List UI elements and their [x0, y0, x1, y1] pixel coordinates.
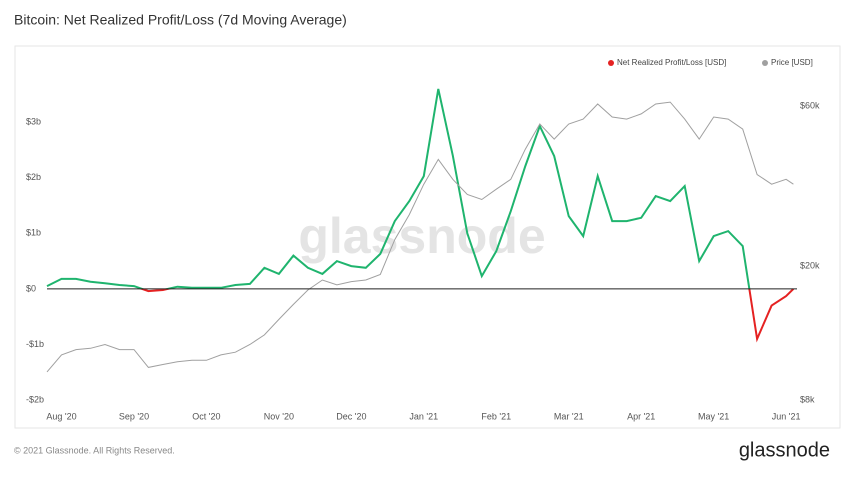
footer: © 2021 Glassnode. All Rights Reserved.: [14, 445, 175, 455]
x-tick-label: Mar '21: [554, 411, 584, 421]
y-tick-label: $1b: [26, 228, 41, 238]
x-tick-label: May '21: [698, 411, 729, 421]
chart-frame: [14, 45, 841, 429]
x-tick-label: Sep '20: [119, 411, 149, 421]
x-tick-label: Jan '21: [409, 411, 438, 421]
profit-line-positive: [46, 88, 794, 289]
logo: glassnode: [739, 439, 830, 461]
x-tick-label: Jun '21: [772, 411, 801, 421]
y-tick-label: $2b: [26, 172, 41, 182]
legend-marker: [762, 60, 768, 66]
legend-marker: [608, 60, 614, 66]
watermark: glassnode: [298, 208, 545, 264]
x-tick-label: Nov '20: [264, 411, 294, 421]
y2-tick-label: $8k: [800, 394, 815, 404]
x-tick-label: Dec '20: [336, 411, 366, 421]
y-tick-label: -$2b: [26, 394, 44, 404]
x-tick-label: Apr '21: [627, 411, 655, 421]
chart-title: Bitcoin: Net Realized Profit/Loss (7d Mo…: [14, 12, 347, 28]
y-tick-label: -$1b: [26, 339, 44, 349]
legend-label: Net Realized Profit/Loss [USD]: [617, 58, 726, 67]
price-line: [46, 101, 794, 373]
x-tick-label: Feb '21: [481, 411, 511, 421]
legend-label: Price [USD]: [771, 58, 813, 67]
y-tick-label: $3b: [26, 117, 41, 127]
y-tick-label: $0: [26, 283, 36, 293]
y2-tick-label: $60k: [800, 100, 820, 110]
x-tick-label: Oct '20: [192, 411, 220, 421]
y2-tick-label: $20k: [800, 261, 820, 271]
x-tick-label: Aug '20: [46, 411, 76, 421]
